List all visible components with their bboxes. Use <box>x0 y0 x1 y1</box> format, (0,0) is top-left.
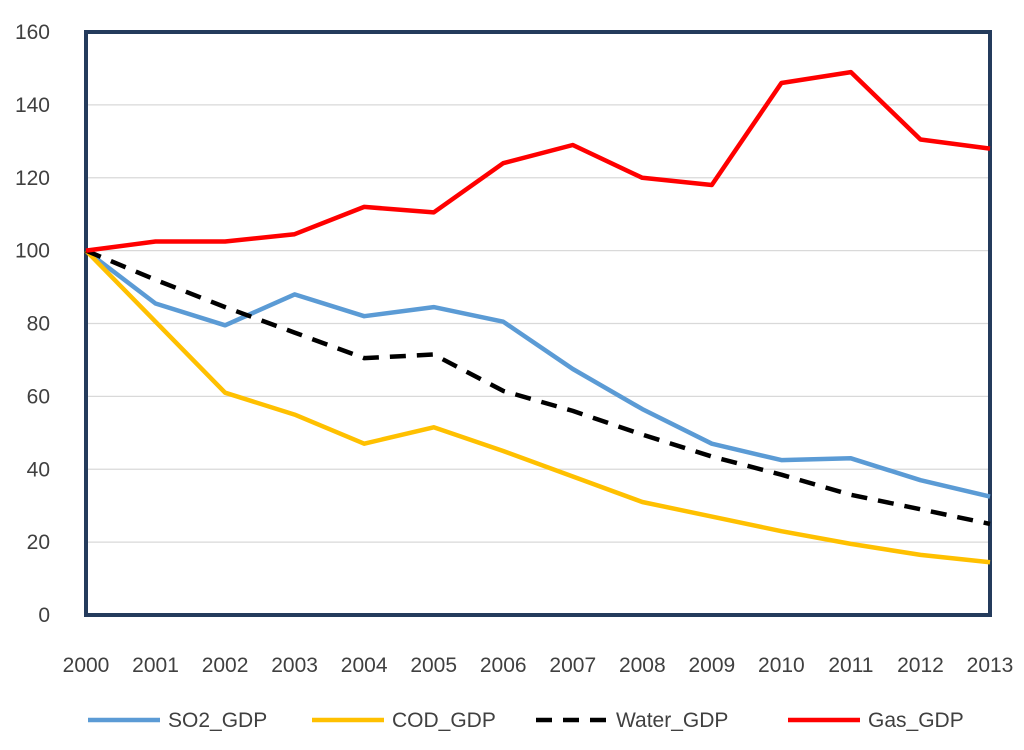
x-tick-label: 2013 <box>967 654 1014 677</box>
series-line-cod-gdp <box>84 249 991 565</box>
x-tick-label: 2011 <box>828 654 873 677</box>
legend-label: COD_GDP <box>392 709 496 732</box>
y-tick-label: 80 <box>27 313 50 336</box>
legend-label: SO2_GDP <box>168 709 267 732</box>
y-tick-label: 100 <box>15 240 50 263</box>
y-tick-label: 160 <box>15 21 50 44</box>
legend-label: Gas_GDP <box>868 709 964 732</box>
x-tick-label: 2001 <box>132 654 179 677</box>
x-tick-label: 2010 <box>758 654 805 677</box>
y-tick-label: 60 <box>27 385 50 408</box>
x-tick-label: 2007 <box>549 654 596 677</box>
x-tick-label: 2000 <box>63 654 110 677</box>
series-line-gas-gdp <box>85 69 991 253</box>
y-axis-ticks: 0 20 40 60 80 100 120 140 160 <box>15 21 50 627</box>
x-tick-label: 2008 <box>619 654 666 677</box>
x-axis-ticks: 2000 2001 2002 2003 2004 2005 2006 2007 2008 2009… <box>63 654 1014 677</box>
x-tick-label: 2005 <box>410 654 457 677</box>
legend: SO2_GDP COD_GDP Water_GDP Gas_GDP <box>88 709 964 732</box>
y-tick-label: 40 <box>27 458 50 481</box>
legend-label: Water_GDP <box>616 709 728 732</box>
y-tick-label: 20 <box>27 531 50 554</box>
y-tick-label: 140 <box>15 94 50 117</box>
series-line-water-gdp <box>85 248 991 527</box>
x-tick-label: 2006 <box>480 654 527 677</box>
plot-area-frame <box>84 30 992 617</box>
x-tick-label: 2009 <box>688 654 735 677</box>
y-tick-label: 0 <box>38 604 50 627</box>
x-tick-label: 2012 <box>897 654 944 677</box>
series-lines <box>84 69 991 565</box>
y-tick-label: 120 <box>15 167 50 190</box>
x-tick-label: 2004 <box>341 654 388 677</box>
x-tick-label: 2003 <box>271 654 318 677</box>
x-tick-label: 2002 <box>202 654 249 677</box>
series-line-so2-gdp <box>84 248 991 499</box>
